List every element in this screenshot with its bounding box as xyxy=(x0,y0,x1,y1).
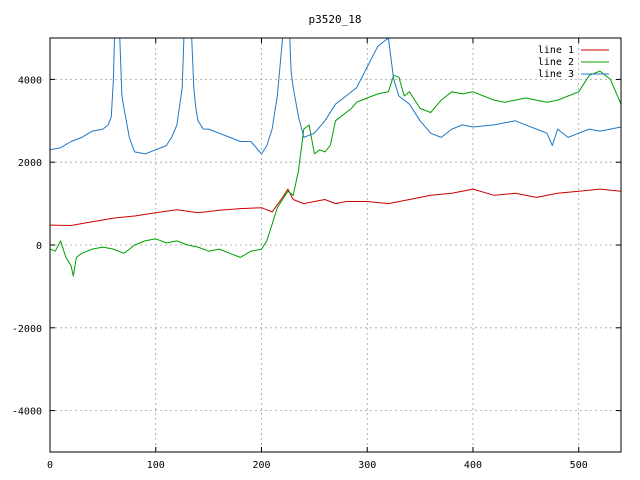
x-tick-label: 300 xyxy=(358,460,376,471)
series-line-2 xyxy=(50,70,621,277)
legend-label-2: line 2 xyxy=(538,57,574,68)
series-lines xyxy=(50,38,621,277)
series-line-3 xyxy=(50,38,621,155)
grid xyxy=(50,38,621,452)
x-tick-label: 100 xyxy=(147,460,165,471)
y-tick-label: 4000 xyxy=(18,75,42,86)
plot-frame xyxy=(49,37,622,453)
y-tick-label: -4000 xyxy=(12,407,42,418)
x-tick-label: 200 xyxy=(252,460,270,471)
chart-title: p3520_18 xyxy=(309,13,362,26)
y-tick-label: 2000 xyxy=(18,158,42,169)
y-tick-label: 0 xyxy=(36,241,42,252)
series-line-1 xyxy=(50,188,621,226)
x-tick-label: 0 xyxy=(47,460,53,471)
x-tick-label: 500 xyxy=(570,460,588,471)
x-tick-label: 400 xyxy=(464,460,482,471)
legend-label-1: line 1 xyxy=(538,45,574,56)
y-tick-label: -2000 xyxy=(12,324,42,335)
axis-ticks: 0 100 200 300 400 500 -4000 -2000 0 2000 4000 xyxy=(12,38,621,471)
legend-label-3: line 3 xyxy=(538,69,574,80)
